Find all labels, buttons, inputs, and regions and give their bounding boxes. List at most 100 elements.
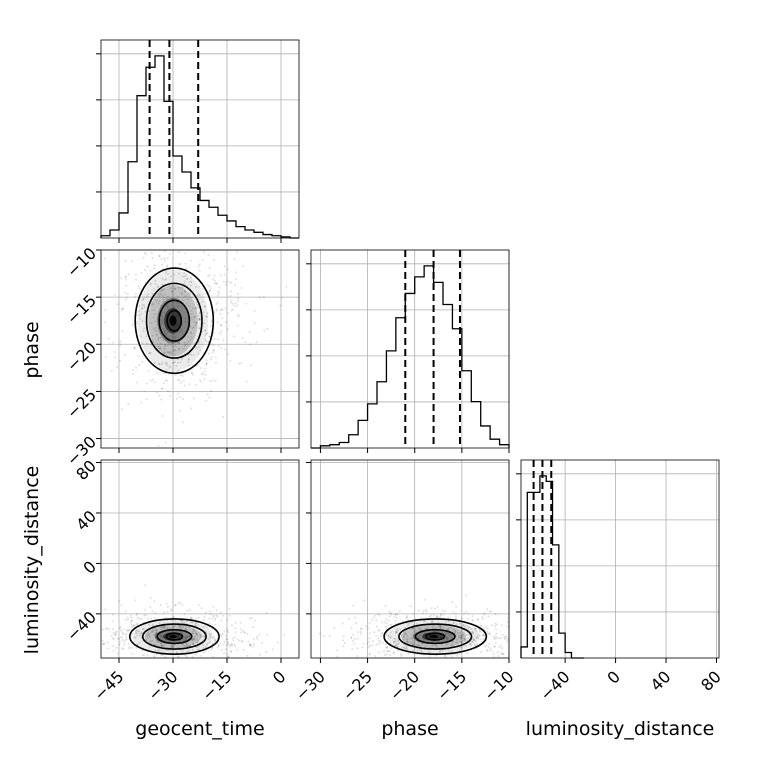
sample-point bbox=[421, 642, 424, 645]
sample-point bbox=[396, 649, 399, 652]
sample-point bbox=[155, 639, 158, 642]
sample-point bbox=[178, 625, 181, 628]
sample-point bbox=[223, 640, 226, 643]
sample-point bbox=[454, 612, 457, 615]
sample-point bbox=[228, 607, 231, 610]
sample-point bbox=[214, 623, 217, 626]
sample-point bbox=[225, 280, 228, 283]
sample-point bbox=[170, 342, 173, 345]
sample-point bbox=[333, 627, 336, 630]
sample-point bbox=[470, 627, 473, 630]
sample-point bbox=[153, 654, 156, 657]
sample-point bbox=[164, 378, 167, 381]
sample-point bbox=[494, 637, 497, 640]
sample-point bbox=[142, 330, 145, 333]
sample-point bbox=[202, 322, 205, 325]
sample-point bbox=[406, 648, 409, 651]
sample-point bbox=[207, 253, 210, 256]
contour-3 bbox=[166, 309, 183, 332]
sample-point bbox=[166, 307, 169, 310]
sample-point bbox=[168, 252, 171, 255]
sample-point bbox=[464, 639, 467, 642]
sample-point bbox=[179, 330, 182, 333]
sample-point bbox=[210, 356, 213, 359]
sample-point bbox=[166, 341, 169, 344]
sample-point bbox=[126, 292, 129, 295]
sample-point bbox=[282, 633, 285, 636]
sample-point bbox=[158, 363, 161, 366]
sample-point bbox=[190, 621, 193, 624]
sample-point bbox=[117, 638, 120, 641]
sample-point bbox=[198, 263, 201, 266]
sample-point bbox=[184, 262, 187, 265]
sample-point bbox=[140, 272, 143, 275]
sample-point bbox=[256, 637, 259, 640]
sample-point bbox=[163, 288, 166, 291]
sample-point bbox=[234, 621, 237, 624]
sample-point bbox=[395, 642, 398, 645]
sample-point bbox=[407, 641, 410, 644]
sample-point bbox=[143, 614, 146, 617]
sample-point bbox=[158, 300, 161, 303]
sample-point bbox=[158, 254, 161, 257]
sample-point bbox=[150, 321, 153, 324]
sample-point bbox=[154, 283, 157, 286]
sample-point bbox=[402, 636, 405, 639]
sample-point bbox=[372, 616, 375, 619]
sample-point bbox=[163, 625, 166, 628]
sample-point bbox=[479, 629, 482, 632]
sample-point bbox=[397, 640, 400, 643]
sample-point bbox=[422, 609, 425, 612]
sample-point bbox=[191, 327, 194, 330]
sample-point bbox=[482, 634, 485, 637]
sample-point bbox=[475, 636, 478, 639]
histogram-bin bbox=[358, 420, 367, 448]
sample-point bbox=[127, 629, 130, 632]
sample-point bbox=[209, 324, 212, 327]
sample-point bbox=[238, 639, 241, 642]
panel-frame bbox=[100, 249, 300, 449]
sample-point bbox=[460, 634, 463, 637]
sample-point bbox=[446, 637, 449, 640]
sample-point bbox=[501, 652, 504, 655]
sample-point bbox=[226, 618, 229, 621]
sample-point bbox=[470, 644, 473, 647]
sample-point bbox=[383, 650, 386, 653]
sample-point bbox=[153, 361, 156, 364]
sample-point bbox=[147, 293, 150, 296]
sample-point bbox=[472, 619, 475, 622]
sample-point bbox=[368, 653, 371, 656]
sample-point bbox=[224, 320, 227, 323]
sample-point bbox=[225, 652, 228, 655]
sample-point bbox=[217, 344, 220, 347]
sample-point bbox=[504, 637, 507, 640]
sample-point bbox=[496, 623, 499, 626]
sample-point bbox=[192, 341, 195, 344]
sample-point bbox=[429, 615, 432, 618]
sample-point bbox=[199, 318, 202, 321]
sample-point bbox=[181, 643, 184, 646]
sample-point bbox=[439, 626, 442, 629]
sample-point bbox=[130, 626, 133, 629]
sample-point bbox=[151, 630, 154, 633]
sample-point bbox=[353, 642, 356, 645]
sample-point bbox=[219, 309, 222, 312]
sample-point bbox=[198, 312, 201, 315]
sample-point bbox=[215, 309, 218, 312]
sample-point bbox=[194, 653, 197, 656]
sample-point bbox=[163, 611, 166, 614]
sample-point bbox=[145, 335, 148, 338]
sample-point bbox=[174, 374, 177, 377]
sample-point bbox=[428, 656, 431, 658]
sample-point bbox=[351, 648, 354, 651]
sample-point bbox=[165, 626, 168, 629]
sample-point bbox=[482, 638, 485, 641]
sample-point bbox=[181, 632, 184, 635]
sample-point bbox=[130, 636, 133, 639]
sample-point bbox=[417, 644, 420, 647]
histogram-bin bbox=[386, 351, 395, 448]
sample-point bbox=[360, 633, 363, 636]
sample-point bbox=[209, 636, 212, 639]
sample-point bbox=[404, 647, 407, 650]
sample-point bbox=[423, 619, 426, 622]
